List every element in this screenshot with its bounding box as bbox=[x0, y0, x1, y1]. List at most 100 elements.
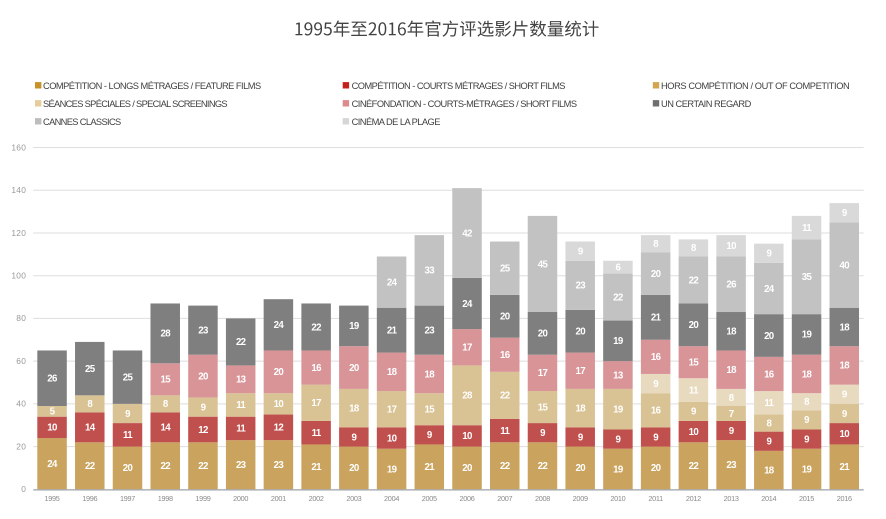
svg-text:2002: 2002 bbox=[309, 494, 324, 503]
svg-text:9: 9 bbox=[351, 432, 357, 443]
svg-text:22: 22 bbox=[198, 461, 208, 472]
svg-text:10: 10 bbox=[462, 431, 472, 442]
svg-text:9: 9 bbox=[766, 249, 772, 260]
svg-text:CINÉFONDATION - COURTS-MÉTRAGE: CINÉFONDATION - COURTS-MÉTRAGES / SHORT … bbox=[352, 99, 577, 109]
svg-text:100: 100 bbox=[11, 271, 26, 281]
svg-text:20: 20 bbox=[500, 312, 510, 323]
svg-text:15: 15 bbox=[689, 358, 700, 369]
svg-text:23: 23 bbox=[236, 460, 247, 471]
svg-text:15: 15 bbox=[160, 375, 171, 386]
svg-text:40: 40 bbox=[16, 399, 26, 409]
svg-text:40: 40 bbox=[840, 260, 850, 271]
svg-text:2016: 2016 bbox=[837, 494, 852, 503]
svg-text:14: 14 bbox=[85, 423, 96, 434]
svg-text:1999: 1999 bbox=[195, 494, 210, 503]
svg-text:10: 10 bbox=[274, 399, 284, 410]
svg-text:2006: 2006 bbox=[460, 494, 475, 503]
svg-text:23: 23 bbox=[726, 460, 737, 471]
svg-text:35: 35 bbox=[802, 272, 813, 283]
svg-text:SÉANCES SPÉCIALES / SPECIAL SC: SÉANCES SPÉCIALES / SPECIAL SCREENINGS bbox=[43, 99, 227, 109]
svg-text:19: 19 bbox=[802, 464, 813, 475]
svg-text:8: 8 bbox=[691, 243, 697, 254]
svg-text:13: 13 bbox=[236, 375, 247, 386]
svg-text:22: 22 bbox=[538, 461, 548, 472]
svg-text:2005: 2005 bbox=[422, 494, 437, 503]
svg-text:1998: 1998 bbox=[158, 494, 173, 503]
svg-text:18: 18 bbox=[764, 465, 775, 476]
svg-text:11: 11 bbox=[312, 428, 322, 439]
svg-text:26: 26 bbox=[726, 280, 737, 291]
svg-text:9: 9 bbox=[842, 409, 848, 420]
svg-text:2003: 2003 bbox=[346, 494, 361, 503]
svg-text:19: 19 bbox=[387, 464, 398, 475]
svg-text:22: 22 bbox=[236, 337, 246, 348]
svg-text:26: 26 bbox=[47, 374, 58, 385]
svg-text:12: 12 bbox=[198, 425, 208, 436]
svg-text:6: 6 bbox=[616, 262, 622, 273]
svg-text:11: 11 bbox=[236, 400, 246, 411]
svg-text:16: 16 bbox=[764, 369, 775, 380]
svg-text:9: 9 bbox=[729, 426, 735, 437]
svg-text:18: 18 bbox=[726, 365, 737, 376]
svg-text:10: 10 bbox=[689, 427, 699, 438]
svg-text:120: 120 bbox=[11, 228, 26, 238]
svg-text:9: 9 bbox=[766, 437, 772, 448]
svg-text:9: 9 bbox=[125, 409, 131, 420]
svg-text:10: 10 bbox=[47, 423, 57, 434]
svg-text:17: 17 bbox=[387, 405, 397, 416]
svg-text:20: 20 bbox=[198, 371, 208, 382]
svg-text:7: 7 bbox=[729, 409, 734, 420]
svg-text:45: 45 bbox=[538, 259, 549, 270]
svg-text:9: 9 bbox=[842, 208, 848, 219]
svg-text:9: 9 bbox=[653, 432, 659, 443]
svg-text:9: 9 bbox=[616, 434, 622, 445]
svg-text:9: 9 bbox=[804, 434, 810, 445]
svg-text:CINÉMA DE LA PLAGE: CINÉMA DE LA PLAGE bbox=[352, 117, 441, 127]
svg-text:24: 24 bbox=[274, 320, 285, 331]
svg-text:2015: 2015 bbox=[799, 494, 814, 503]
svg-text:18: 18 bbox=[802, 369, 813, 380]
svg-text:24: 24 bbox=[47, 459, 58, 470]
svg-text:22: 22 bbox=[689, 275, 699, 286]
svg-text:9: 9 bbox=[653, 379, 659, 390]
svg-text:20: 20 bbox=[575, 463, 585, 474]
svg-text:23: 23 bbox=[575, 281, 586, 292]
svg-text:CANNES CLASSICS: CANNES CLASSICS bbox=[43, 117, 121, 127]
svg-text:20: 20 bbox=[16, 441, 26, 451]
svg-text:2000: 2000 bbox=[233, 494, 248, 503]
svg-text:10: 10 bbox=[387, 433, 397, 444]
svg-text:13: 13 bbox=[613, 370, 624, 381]
svg-text:28: 28 bbox=[462, 391, 473, 402]
svg-text:23: 23 bbox=[274, 460, 285, 471]
svg-text:8: 8 bbox=[766, 418, 772, 429]
svg-text:19: 19 bbox=[802, 330, 813, 341]
svg-text:22: 22 bbox=[160, 461, 170, 472]
svg-text:11: 11 bbox=[689, 385, 699, 396]
svg-text:18: 18 bbox=[575, 403, 586, 414]
svg-text:11: 11 bbox=[236, 424, 246, 435]
svg-text:22: 22 bbox=[311, 322, 321, 333]
svg-text:10: 10 bbox=[726, 241, 736, 252]
svg-text:60: 60 bbox=[16, 356, 26, 366]
svg-text:18: 18 bbox=[425, 369, 436, 380]
svg-text:24: 24 bbox=[462, 299, 473, 310]
svg-text:20: 20 bbox=[689, 320, 699, 331]
svg-text:8: 8 bbox=[729, 393, 735, 404]
svg-text:5: 5 bbox=[50, 407, 56, 418]
svg-text:20: 20 bbox=[651, 269, 661, 280]
svg-text:20: 20 bbox=[274, 367, 284, 378]
svg-text:1996: 1996 bbox=[82, 494, 97, 503]
svg-text:17: 17 bbox=[538, 368, 548, 379]
svg-text:17: 17 bbox=[311, 398, 321, 409]
svg-text:9: 9 bbox=[578, 246, 584, 257]
svg-text:18: 18 bbox=[726, 327, 737, 338]
svg-text:24: 24 bbox=[764, 284, 775, 295]
svg-text:2001: 2001 bbox=[271, 494, 286, 503]
svg-text:20: 20 bbox=[349, 363, 359, 374]
svg-text:18: 18 bbox=[840, 361, 851, 372]
svg-text:9: 9 bbox=[842, 390, 848, 401]
svg-text:140: 140 bbox=[11, 185, 26, 195]
svg-text:17: 17 bbox=[462, 343, 472, 354]
svg-text:22: 22 bbox=[85, 461, 95, 472]
svg-text:28: 28 bbox=[160, 329, 171, 340]
